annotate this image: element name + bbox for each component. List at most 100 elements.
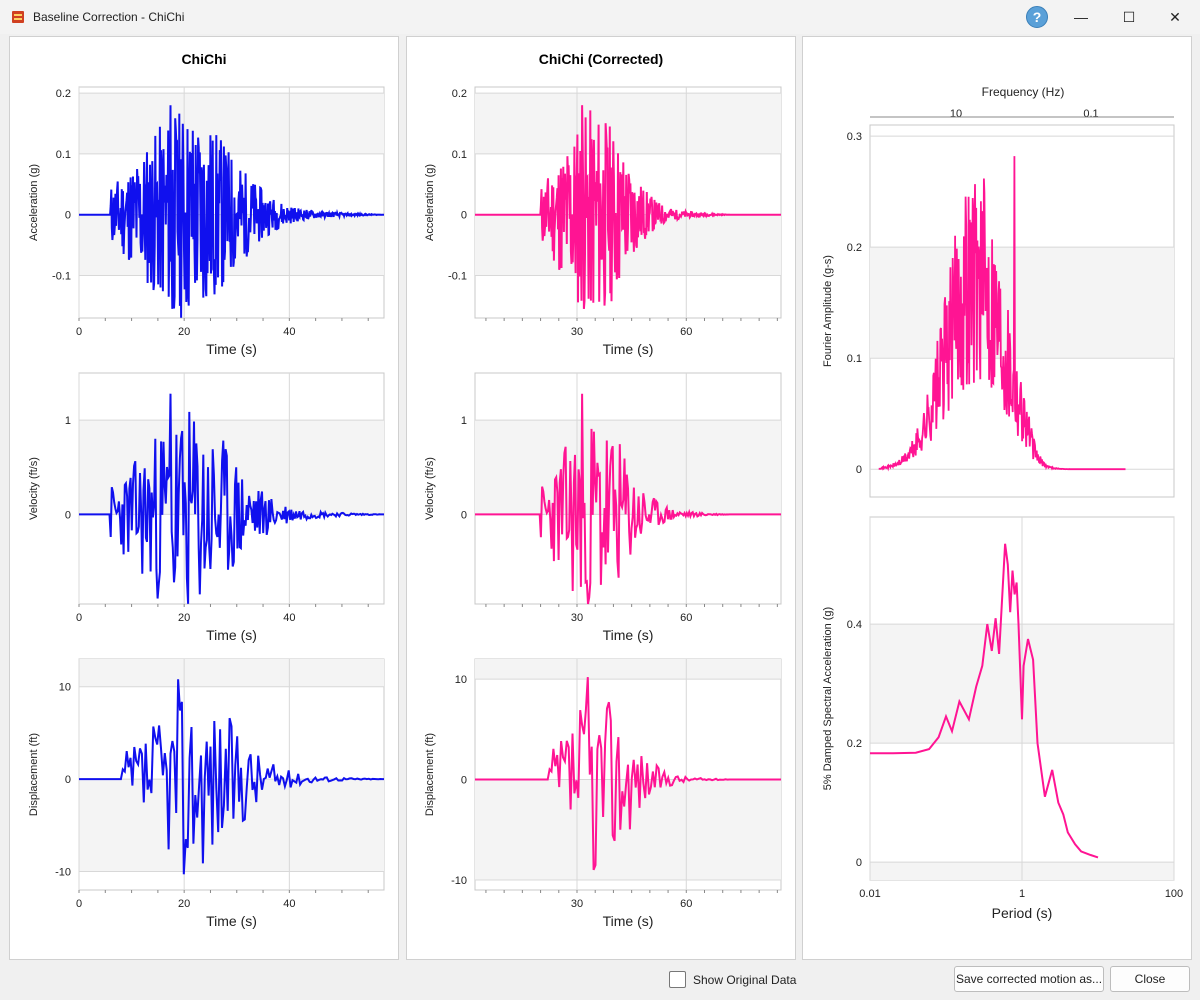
x-axis-label: Time (s) bbox=[603, 341, 654, 357]
window-title: Baseline Correction - ChiChi bbox=[33, 10, 185, 24]
grid-band bbox=[79, 659, 384, 687]
x-tick-label: 0.01 bbox=[859, 888, 880, 900]
maximize-button[interactable]: ☐ bbox=[1122, 9, 1136, 25]
y-tick-label: 1 bbox=[461, 415, 467, 427]
y-tick-label: 0.2 bbox=[56, 88, 71, 100]
x-tick-label: 0 bbox=[76, 898, 82, 910]
series-line bbox=[79, 105, 384, 318]
x-tick-label: 100 bbox=[1165, 888, 1183, 900]
series-line bbox=[475, 393, 781, 605]
x-tick-label: 0 bbox=[76, 612, 82, 624]
corrected-title: ChiChi (Corrected) bbox=[539, 51, 663, 67]
y-tick-label: 0.2 bbox=[452, 88, 467, 100]
chart-spectrum: 0.4 0.2 0 0.01 1 100 Period (s) 5% Damped Spect… bbox=[822, 516, 1183, 921]
y-tick-label: 0.4 bbox=[847, 619, 862, 631]
series-line bbox=[79, 679, 384, 875]
y-tick-label: 0.1 bbox=[847, 353, 862, 365]
x-tick-label: 60 bbox=[680, 898, 692, 910]
x-tick-label: 1 bbox=[1019, 888, 1025, 900]
y-axis-label: Fourier Amplitude (g-s) bbox=[822, 255, 834, 367]
chart-corr-disp: 10 0 -10 30 60 Time (s) Displacement (ft) bbox=[424, 658, 782, 929]
x-tick-label: 60 bbox=[680, 612, 692, 624]
y-axis-label: Acceleration (g) bbox=[424, 164, 436, 241]
y-axis-label: Acceleration (g) bbox=[28, 164, 40, 241]
x-axis-label: Time (s) bbox=[603, 913, 654, 929]
y-tick-label: 10 bbox=[59, 682, 71, 694]
y-tick-label: -0.1 bbox=[52, 270, 71, 282]
title-bar: Baseline Correction - ChiChi ? — ☐ ✕ bbox=[0, 0, 1200, 34]
y-axis-label: Velocity (ft/s) bbox=[28, 457, 40, 520]
y-axis-label: Velocity (ft/s) bbox=[424, 457, 436, 520]
y-tick-label: 0 bbox=[461, 210, 467, 222]
x-axis-label: Period (s) bbox=[992, 905, 1053, 921]
y-tick-label: 0 bbox=[461, 509, 467, 521]
chart-orig-vel: 1 0 0 20 40 Time (s) Velocity (ft/s) bbox=[28, 372, 385, 643]
original-panel: ChiChi 0.2 0.1 0 -0.1 0 20 40 Time (s) Accelerat… bbox=[9, 36, 399, 960]
y-tick-label: 0 bbox=[65, 210, 71, 222]
x-tick-label: 60 bbox=[680, 326, 692, 338]
x-tick-label: 20 bbox=[178, 898, 190, 910]
corrected-panel: ChiChi (Corrected) 0.2 0.1 0 -0.1 30 60 Time (… bbox=[406, 36, 796, 960]
x-axis-label: Time (s) bbox=[206, 341, 257, 357]
minimize-button[interactable]: — bbox=[1074, 9, 1088, 25]
series-line bbox=[475, 677, 781, 871]
y-tick-label: 10 bbox=[455, 674, 467, 686]
x-tick-label: 20 bbox=[178, 612, 190, 624]
x-tick-label: 30 bbox=[571, 612, 583, 624]
x-axis-label: Time (s) bbox=[206, 913, 257, 929]
close-window-button[interactable]: ✕ bbox=[1169, 9, 1181, 25]
app-icon bbox=[12, 11, 24, 23]
x-tick-label: 30 bbox=[571, 326, 583, 338]
y-tick-label: 0 bbox=[856, 857, 862, 869]
corrected-svg: ChiChi (Corrected) 0.2 0.1 0 -0.1 30 60 Time (… bbox=[424, 51, 782, 929]
y-tick-label: 0 bbox=[65, 509, 71, 521]
x-tick-label: 40 bbox=[283, 612, 295, 624]
series-line bbox=[79, 393, 384, 604]
original-svg: ChiChi 0.2 0.1 0 -0.1 0 20 40 Time (s) Accelerat… bbox=[28, 51, 385, 929]
show-original-label: Show Original Data bbox=[693, 973, 797, 987]
y-tick-label: -10 bbox=[451, 875, 467, 887]
y-axis-label: 5% Damped Spectral Acceleration (g) bbox=[822, 607, 834, 790]
series-line bbox=[878, 156, 1126, 472]
top-x-tick-label: 10 bbox=[950, 108, 962, 120]
chart-orig-disp: 10 0 -10 0 20 40 Time (s) Displacement (ft) bbox=[28, 658, 385, 929]
grid-band bbox=[870, 247, 1174, 359]
series-line bbox=[475, 105, 781, 309]
y-axis-label: Displacement (ft) bbox=[28, 733, 40, 816]
y-tick-label: 0 bbox=[65, 774, 71, 786]
y-tick-label: 0.1 bbox=[56, 149, 71, 161]
y-tick-label: 0 bbox=[461, 775, 467, 787]
help-icon[interactable]: ? bbox=[1026, 6, 1048, 28]
grid-band bbox=[79, 93, 384, 154]
x-tick-label: 40 bbox=[283, 898, 295, 910]
y-tick-label: -10 bbox=[55, 867, 71, 879]
y-tick-label: 1 bbox=[65, 415, 71, 427]
spectra-panel: 0.3 0.2 0.1 0 Frequency (Hz) 10 0.1 Fourier Amp… bbox=[802, 36, 1192, 960]
y-tick-label: 0.3 bbox=[847, 131, 862, 143]
series-line bbox=[870, 543, 1099, 859]
y-tick-label: 0.1 bbox=[452, 149, 467, 161]
top-x-axis-label: Frequency (Hz) bbox=[982, 85, 1065, 99]
x-axis-label: Time (s) bbox=[603, 627, 654, 643]
top-x-tick-label: 0.1 bbox=[1083, 108, 1098, 120]
y-tick-label: 0 bbox=[856, 464, 862, 476]
grid-band bbox=[475, 93, 781, 154]
x-axis-label: Time (s) bbox=[206, 627, 257, 643]
chart-fourier: 0.3 0.2 0.1 0 Frequency (Hz) 10 0.1 Fourier Amp… bbox=[822, 85, 1175, 498]
chart-corr-acc: 0.2 0.1 0 -0.1 30 60 Time (s) Acceleration (g) bbox=[424, 86, 782, 357]
grid-band bbox=[475, 659, 781, 680]
chart-orig-acc: 0.2 0.1 0 -0.1 0 20 40 Time (s) Acceleration (g) bbox=[28, 86, 385, 357]
grid-band bbox=[79, 779, 384, 872]
y-tick-label: 0.2 bbox=[847, 738, 862, 750]
x-tick-label: 30 bbox=[571, 898, 583, 910]
y-axis-label: Displacement (ft) bbox=[424, 733, 436, 816]
close-button[interactable]: Close bbox=[1110, 966, 1190, 992]
x-tick-label: 40 bbox=[283, 326, 295, 338]
show-original-checkbox[interactable] bbox=[669, 971, 686, 988]
original-title: ChiChi bbox=[181, 51, 226, 67]
x-tick-label: 0 bbox=[76, 326, 82, 338]
save-corrected-button[interactable]: Save corrected motion as... bbox=[954, 966, 1104, 992]
y-tick-label: 0.2 bbox=[847, 242, 862, 254]
